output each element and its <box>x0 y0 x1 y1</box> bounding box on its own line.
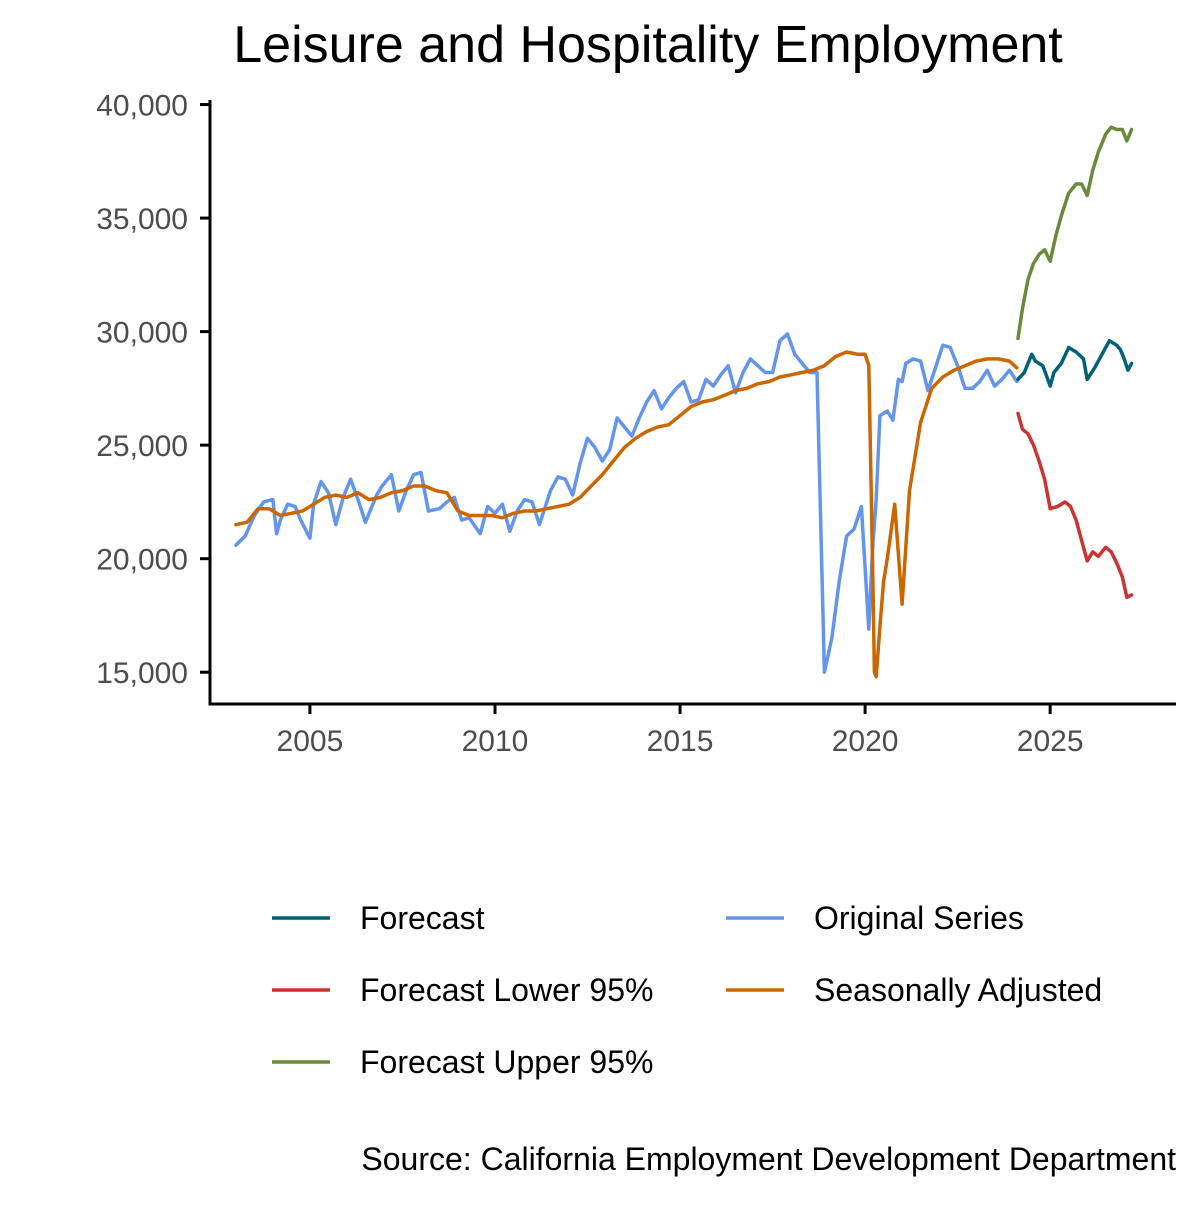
legend: Forecast Forecast Lower 95% Forecast Upper… <box>272 900 1102 1080</box>
legend-label-forecast: Forecast <box>360 900 485 936</box>
y-tick-label: 40,000 <box>96 90 188 123</box>
series-line-original-series <box>234 332 1019 674</box>
series-line-forecast <box>1016 338 1134 388</box>
y-axis-ticks: 15,000 20,000 25,000 30,000 35,000 40,000 <box>96 90 210 690</box>
legend-label-original-series: Original Series <box>814 900 1024 936</box>
chart-title: Leisure and Hospitality Employment <box>233 16 1063 74</box>
x-tick-label: 2025 <box>1017 725 1084 758</box>
x-tick-label: 2015 <box>647 725 714 758</box>
x-tick-label: 2005 <box>277 725 344 758</box>
y-tick-label: 35,000 <box>96 203 188 236</box>
series-layer <box>234 125 1134 679</box>
y-tick-label: 20,000 <box>96 544 188 577</box>
series-line-forecast-lower-95 <box>1016 411 1134 600</box>
y-tick-label: 25,000 <box>96 430 188 463</box>
x-tick-label: 2020 <box>832 725 899 758</box>
legend-label-forecast-upper-95: Forecast Upper 95% <box>360 1044 653 1080</box>
series-line-forecast-upper-95 <box>1016 125 1134 341</box>
chart-caption: Source: California Employment Developmen… <box>361 1141 1176 1177</box>
y-tick-label: 15,000 <box>96 657 188 690</box>
x-tick-label: 2010 <box>462 725 529 758</box>
y-tick-label: 30,000 <box>96 317 188 350</box>
series-line-seasonally-adjusted <box>234 350 1019 679</box>
x-axis-ticks: 2005 2010 2015 2020 2025 <box>277 704 1084 758</box>
legend-label-seasonally-adjusted: Seasonally Adjusted <box>814 972 1102 1008</box>
legend-label-forecast-lower-95: Forecast Lower 95% <box>360 972 653 1008</box>
